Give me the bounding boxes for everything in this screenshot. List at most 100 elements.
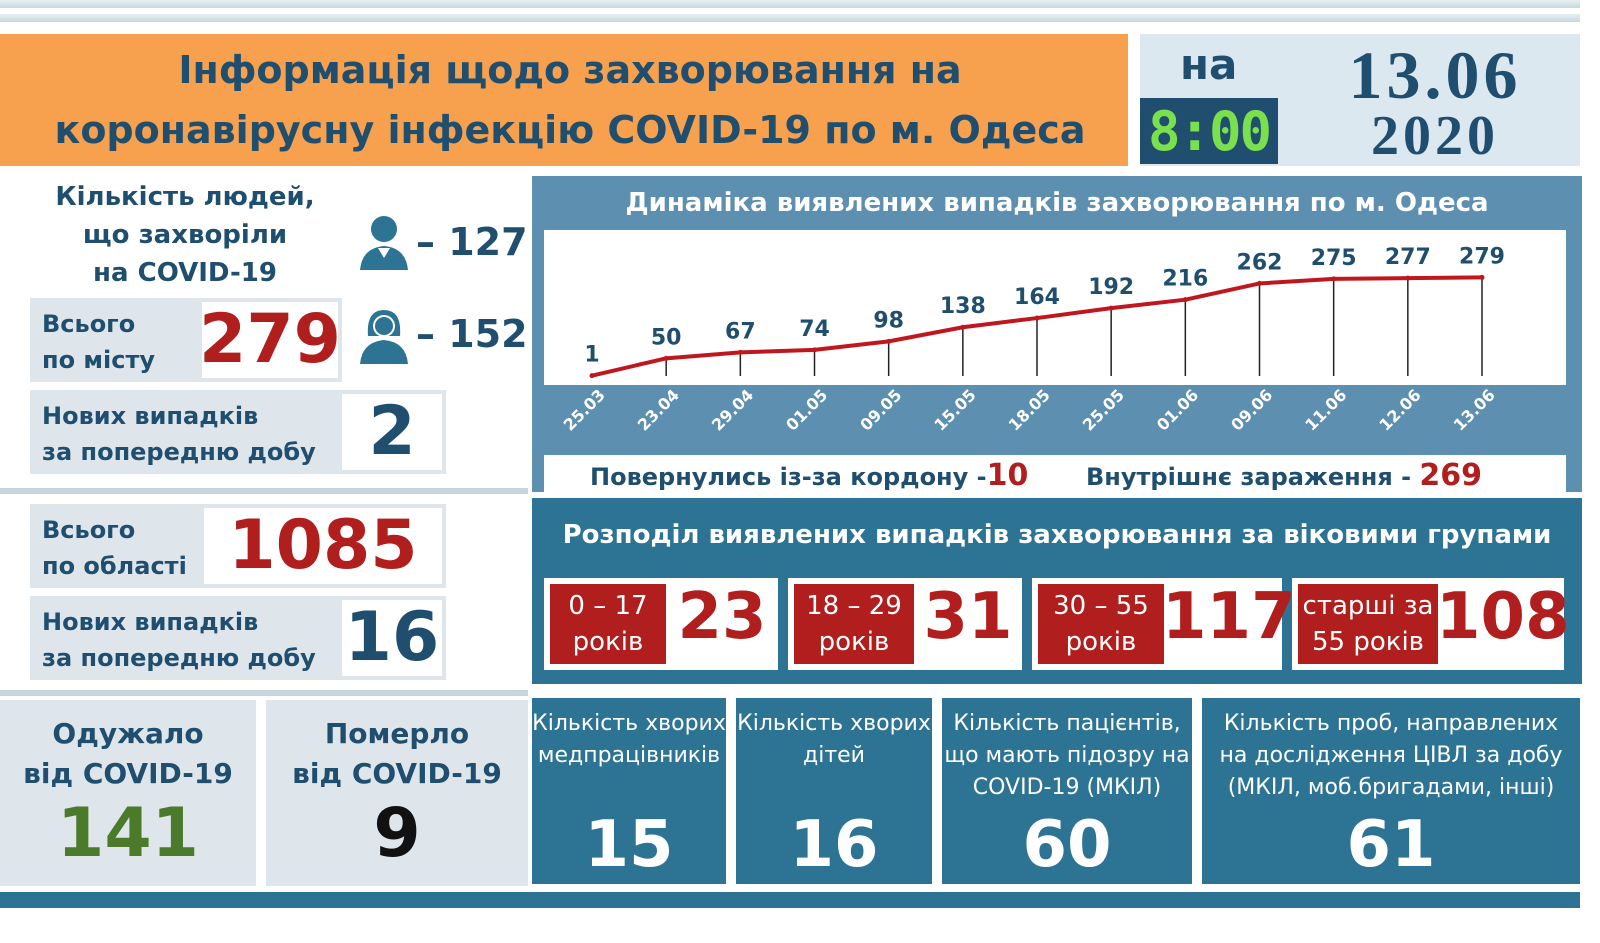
x-tick-23.04: 23.04: [634, 385, 683, 434]
stat-card-samples: Кількість проб, направлених на досліджен…: [1202, 698, 1580, 884]
internal-info: Внутрішнє зараження - 269: [1086, 458, 1482, 493]
age-label-0-17-l1: 0 – 17: [568, 591, 648, 621]
page-title: Інформація щодо захворювання на коронаві…: [20, 40, 1120, 160]
died-label-1: Померло: [324, 717, 470, 750]
age-label-18-29-l1: 18 – 29: [806, 591, 902, 621]
age-title: Розподіл виявлених випадків захворювання…: [562, 520, 1552, 550]
died-label: Померло від COVID-19: [266, 714, 528, 794]
age-label-30-55-l2: років: [1065, 627, 1137, 657]
stat-value-suspected: 60: [1022, 808, 1112, 882]
x-tick-01.05: 01.05: [782, 385, 831, 434]
age-value-18-29: 31: [923, 580, 1013, 654]
data-point-25.05: [1108, 305, 1114, 311]
data-label-09.06: 262: [1237, 250, 1283, 275]
x-tick-01.06: 01.06: [1153, 385, 1202, 434]
x-tick-29.04: 29.04: [708, 385, 757, 434]
data-point-29.04: [737, 349, 743, 355]
age-label-55-plus: старші за 55 років: [1298, 584, 1438, 664]
city-total-label-2: по місту: [42, 346, 156, 374]
sick-count-label: Кількість людей, що захворіли на COVID-1…: [40, 178, 330, 292]
data-label-18.05: 164: [1014, 285, 1060, 310]
recovered-box: [0, 700, 256, 886]
stat-label-samples: Кількість проб, направлених на досліджен…: [1202, 708, 1580, 804]
age-card-30-55: 30 – 55 років 117: [1032, 578, 1296, 670]
age-label-18-29: 18 – 29 років: [794, 584, 914, 664]
city-new-label: Нових випадків за попередню добу: [42, 398, 316, 470]
internal-value: 269: [1419, 458, 1483, 493]
divider-2: [0, 690, 528, 696]
returned-label: Повернулись із-за кордону -: [590, 463, 987, 491]
women-value: 152: [448, 312, 528, 356]
data-label-01.05: 74: [799, 317, 830, 342]
age-card-55-plus: старші за 55 років 108: [1292, 578, 1570, 670]
data-label-09.05: 98: [873, 308, 904, 333]
data-point-01.06: [1182, 297, 1188, 303]
age-label-30-55-l1: 30 – 55: [1053, 591, 1149, 621]
age-label-18-29-l2: років: [818, 627, 890, 657]
region-total-value: 1085: [228, 506, 418, 585]
age-label-30-55: 30 – 55 років: [1038, 584, 1164, 664]
stat-children-l1: Кількість хворих: [737, 711, 931, 736]
city-new-label-2: за попередню добу: [42, 438, 316, 466]
city-total-value-box: [202, 302, 338, 378]
region-total-value-box: [204, 508, 442, 584]
x-tick-12.06: 12.06: [1375, 385, 1424, 434]
recovered-label-1: Одужало: [52, 717, 204, 750]
x-tick-18.05: 18.05: [1005, 385, 1054, 434]
data-point-09.05: [886, 338, 892, 344]
stat-children-l2: дітей: [803, 743, 865, 768]
data-point-25.03: [589, 373, 595, 379]
stat-label-children: Кількість хворих дітей: [736, 708, 932, 772]
data-point-01.05: [812, 347, 817, 353]
data-label-29.04: 67: [725, 319, 756, 344]
data-point-15.05: [960, 324, 966, 330]
stat-suspected-l2: що мають підозру на: [944, 743, 1190, 768]
time-box: [1140, 98, 1278, 164]
stat-value-children: 16: [789, 808, 879, 882]
region-new-label-2: за попередню добу: [42, 644, 316, 672]
data-point-11.06: [1331, 276, 1337, 282]
man-icon: [356, 212, 412, 272]
men-value: 127: [448, 220, 528, 264]
age-label-0-17: 0 – 17 років: [550, 584, 666, 664]
died-box: [266, 700, 528, 886]
region-total-label: Всього по області: [42, 512, 187, 584]
data-label-23.04: 50: [651, 325, 682, 350]
data-label-15.05: 138: [940, 294, 986, 319]
died-value: 9: [373, 794, 421, 873]
stat-value-samples: 61: [1346, 808, 1436, 882]
city-total-value: 279: [199, 300, 341, 379]
returned-value: 10: [986, 458, 1029, 493]
data-point-12.06: [1405, 275, 1411, 281]
sick-label-line-1: Кількість людей,: [55, 182, 315, 212]
data-label-25.03: 1: [584, 343, 599, 368]
region-total-label-1: Всього: [42, 516, 136, 544]
stat-suspected-l1: Кількість пацієнтів,: [953, 711, 1181, 736]
age-label-0-17-l2: років: [572, 627, 644, 657]
x-tick-15.05: 15.05: [930, 385, 979, 434]
data-label-12.06: 277: [1385, 245, 1431, 270]
x-tick-09.06: 09.06: [1227, 385, 1276, 434]
stat-label-medics: Кількість хворих медпрацівників: [532, 708, 726, 772]
data-label-11.06: 275: [1311, 246, 1357, 271]
age-card-18-29: 18 – 29 років 31: [788, 578, 1022, 670]
internal-label: Внутрішнє зараження -: [1086, 463, 1412, 491]
x-tick-11.06: 11.06: [1301, 385, 1350, 434]
region-new-value: 16: [344, 598, 440, 677]
import-strip: [544, 455, 1566, 493]
died-label-2: від COVID-19: [292, 757, 502, 790]
region-new-label: Нових випадків за попередню добу: [42, 604, 316, 676]
chart-svg: 1 25.03 50 23.04 67 29.04 74 01.05 98 09.05 138 15.…: [560, 244, 1505, 434]
stat-value-medics: 15: [584, 808, 674, 882]
returned-info: Повернулись із-за кордону -10: [590, 458, 1028, 493]
title-line-1: Інформація щодо захворювання на: [178, 48, 962, 92]
stat-medics-l2: медпрацівників: [537, 743, 721, 768]
chart-plot-area: [544, 230, 1566, 385]
x-tick-25.05: 25.05: [1079, 385, 1128, 434]
data-point-09.06: [1257, 280, 1262, 286]
stat-suspected-l3: COVID-19 (МКІЛ): [972, 775, 1162, 800]
recovered-label: Одужало від COVID-19: [0, 714, 256, 794]
age-value-30-55: 117: [1162, 580, 1296, 654]
x-tick-13.06: 13.06: [1450, 385, 1499, 434]
city-new-value-box: [342, 394, 442, 470]
